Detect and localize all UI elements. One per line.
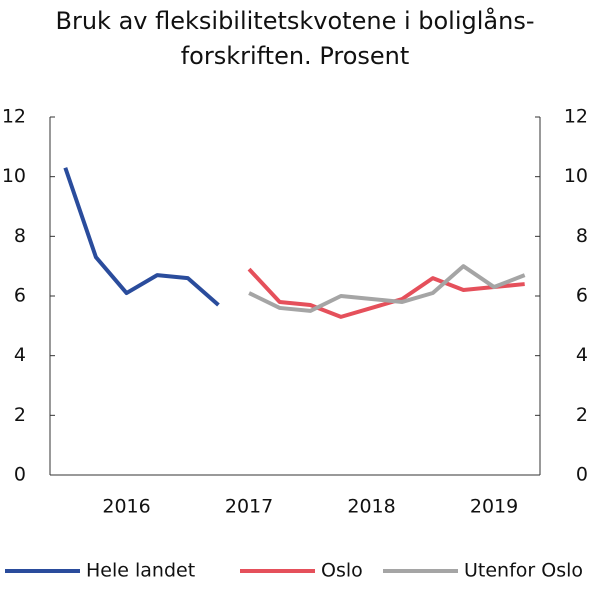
- x-tick-label: 2019: [470, 496, 518, 518]
- y2-tick-label: 0: [576, 464, 588, 486]
- y-tick-label: 8: [14, 225, 26, 247]
- y2-tick-label: 10: [564, 165, 588, 187]
- legend-label: Hele landet: [86, 560, 195, 582]
- y2-tick-label: 6: [576, 285, 588, 307]
- line-series: [248, 264, 526, 313]
- chart-title: forskriften. Prosent: [181, 42, 410, 70]
- y2-tick-label: 4: [576, 344, 588, 366]
- line-series: [63, 167, 220, 307]
- x-tick-label: 2017: [225, 496, 273, 518]
- chart-title: Bruk av fleksibilitetskvotene i boliglån…: [56, 6, 535, 35]
- x-tick-label: 2018: [347, 496, 395, 518]
- y2-tick-label: 12: [564, 106, 588, 128]
- legend-label: Oslo: [321, 560, 363, 582]
- y-tick-label: 4: [14, 344, 26, 366]
- y-tick-label: 0: [14, 464, 26, 486]
- x-tick-label: 2016: [102, 496, 150, 518]
- y-tick-label: 12: [2, 106, 26, 128]
- y-tick-label: 2: [14, 404, 26, 426]
- y-tick-label: 6: [14, 285, 26, 307]
- y-tick-label: 10: [2, 165, 26, 187]
- y2-tick-label: 2: [576, 404, 588, 426]
- y2-tick-label: 8: [576, 225, 588, 247]
- line-series: [247, 267, 525, 319]
- legend-label: Utenfor Oslo: [464, 560, 583, 582]
